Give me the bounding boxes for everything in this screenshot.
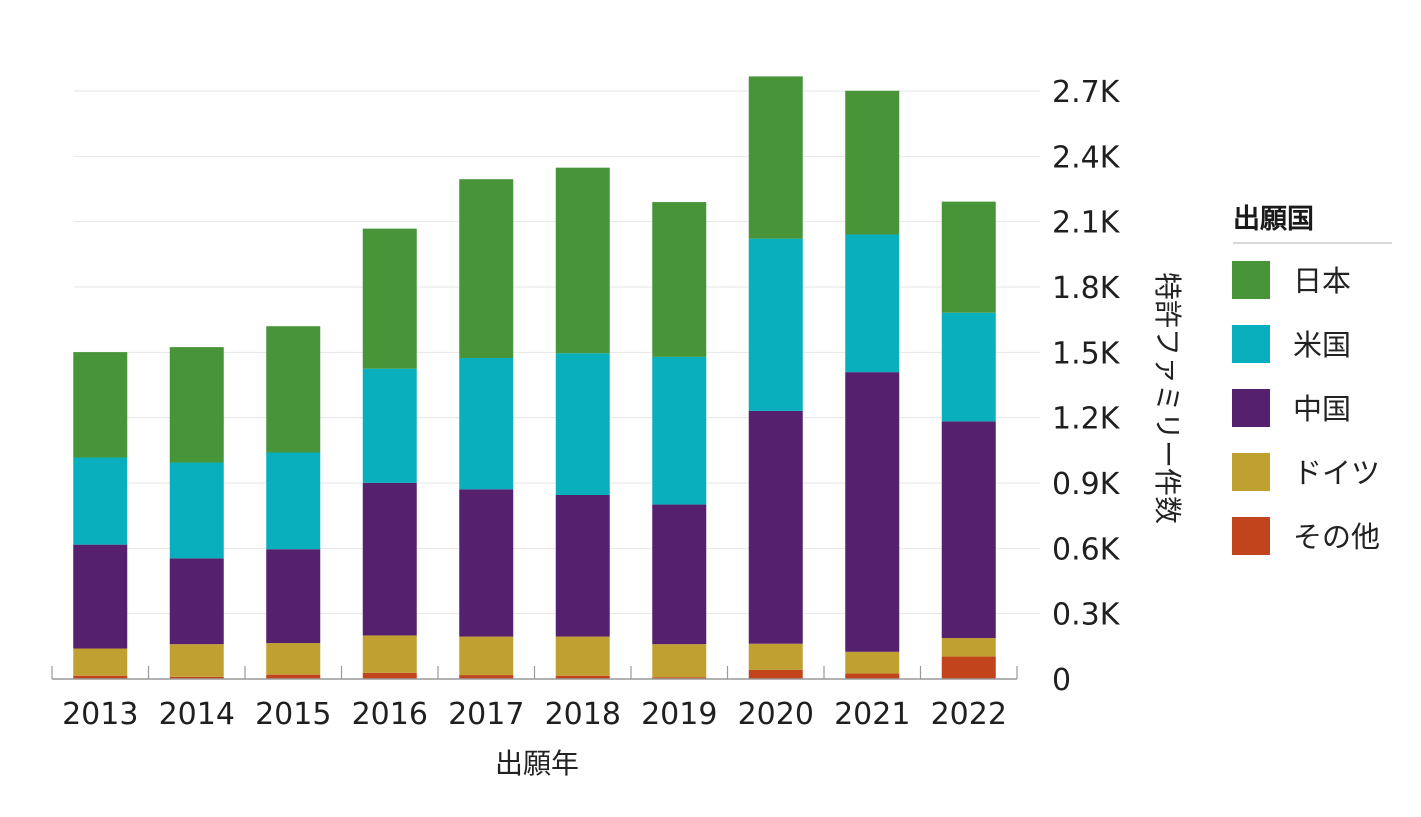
bar-segment bbox=[459, 675, 514, 679]
x-axis: 2013 2014 2015 2016 2017 2018 2019 2020 2021 2022 bbox=[51, 666, 1018, 732]
bar-segment bbox=[845, 90, 900, 235]
x-tick-label: 2019 bbox=[641, 697, 717, 732]
bar-segment bbox=[652, 202, 707, 357]
bar-segment bbox=[362, 228, 417, 369]
bar-segment bbox=[73, 648, 128, 676]
y-axis: 0 0.3K 0.6K 0.9K 1.2K 1.5K 1.8K 2.1K 2.4K 2.7K bbox=[1052, 75, 1121, 698]
bar-segment bbox=[362, 482, 417, 636]
bar-segment bbox=[73, 544, 128, 649]
y-tick-label: 0.9K bbox=[1052, 467, 1121, 502]
bar-segment bbox=[555, 353, 610, 495]
bar-segment bbox=[266, 674, 321, 679]
bar-segment bbox=[459, 489, 514, 637]
y-axis-title: 特許ファミリー件数 bbox=[1151, 272, 1184, 524]
bar-segment bbox=[941, 201, 996, 313]
bar-segment bbox=[555, 675, 610, 679]
bar-segment bbox=[845, 372, 900, 652]
bar-segment bbox=[266, 452, 321, 550]
bar-segment bbox=[73, 675, 128, 679]
legend-swatch bbox=[1232, 261, 1270, 299]
bar-segment bbox=[845, 673, 900, 679]
y-tick-label: 2.4K bbox=[1052, 140, 1121, 175]
bar-segment bbox=[169, 558, 224, 645]
legend-swatch bbox=[1232, 389, 1270, 427]
bar-segment bbox=[652, 677, 707, 679]
y-tick-label: 0 bbox=[1052, 663, 1071, 698]
bar-segment bbox=[555, 494, 610, 637]
bar-segment bbox=[845, 234, 900, 373]
x-tick-label: 2014 bbox=[159, 697, 235, 732]
bar-segment bbox=[652, 504, 707, 645]
legend-label: その他 bbox=[1293, 520, 1380, 554]
bar-segment bbox=[555, 167, 610, 354]
bar-segment bbox=[748, 76, 803, 239]
x-tick-label: 2021 bbox=[834, 697, 910, 732]
y-tick-label: 0.3K bbox=[1052, 598, 1121, 633]
bar-segment bbox=[652, 644, 707, 678]
bar-segment bbox=[555, 636, 610, 676]
bar-segment bbox=[362, 368, 417, 483]
bar-segment bbox=[266, 326, 321, 453]
bar-segment bbox=[266, 549, 321, 644]
y-tick-label: 1.8K bbox=[1052, 271, 1121, 306]
x-tick-label: 2018 bbox=[545, 697, 621, 732]
y-tick-label: 0.6K bbox=[1052, 532, 1121, 567]
bar-segment bbox=[748, 669, 803, 679]
y-tick-label: 1.5K bbox=[1052, 336, 1121, 371]
legend-swatch bbox=[1232, 453, 1270, 491]
legend-title: 出願国 bbox=[1233, 204, 1314, 235]
y-tick-label: 2.1K bbox=[1052, 206, 1121, 241]
bar-segment bbox=[169, 644, 224, 677]
bar-segment bbox=[266, 643, 321, 675]
bar-segment bbox=[941, 656, 996, 679]
bar-segment bbox=[748, 238, 803, 411]
bar-segment bbox=[169, 462, 224, 559]
bar-segment bbox=[748, 410, 803, 644]
bar-segment bbox=[73, 457, 128, 545]
bar-segment bbox=[169, 347, 224, 463]
x-axis-title: 出願年 bbox=[495, 747, 579, 780]
bar-segment bbox=[459, 636, 514, 676]
bar-segment bbox=[748, 643, 803, 670]
bar-segment bbox=[362, 672, 417, 679]
bar-segment bbox=[169, 676, 224, 679]
x-tick-label: 2013 bbox=[62, 697, 138, 732]
legend-label: 米国 bbox=[1293, 328, 1351, 362]
x-tick-label: 2015 bbox=[255, 697, 331, 732]
x-tick-label: 2020 bbox=[738, 697, 814, 732]
bar-segment bbox=[845, 651, 900, 674]
x-tick-label: 2016 bbox=[352, 697, 428, 732]
bar-segment bbox=[652, 356, 707, 505]
bar-segment bbox=[73, 352, 128, 458]
legend-label: 中国 bbox=[1293, 392, 1351, 426]
bars bbox=[73, 76, 996, 679]
legend-label: 日本 bbox=[1293, 264, 1351, 298]
bar-segment bbox=[459, 179, 514, 358]
bar-segment bbox=[941, 312, 996, 422]
y-tick-label: 2.7K bbox=[1052, 75, 1121, 110]
legend-swatch bbox=[1232, 325, 1270, 363]
x-tick-label: 2022 bbox=[931, 697, 1007, 732]
legend-swatch bbox=[1232, 517, 1270, 555]
y-tick-label: 1.2K bbox=[1052, 402, 1121, 437]
bar-segment bbox=[362, 635, 417, 673]
x-tick-label: 2017 bbox=[448, 697, 524, 732]
legend-label: ドイツ bbox=[1293, 456, 1380, 490]
bar-segment bbox=[941, 638, 996, 657]
bar-segment bbox=[459, 357, 514, 490]
bar-segment bbox=[941, 421, 996, 639]
